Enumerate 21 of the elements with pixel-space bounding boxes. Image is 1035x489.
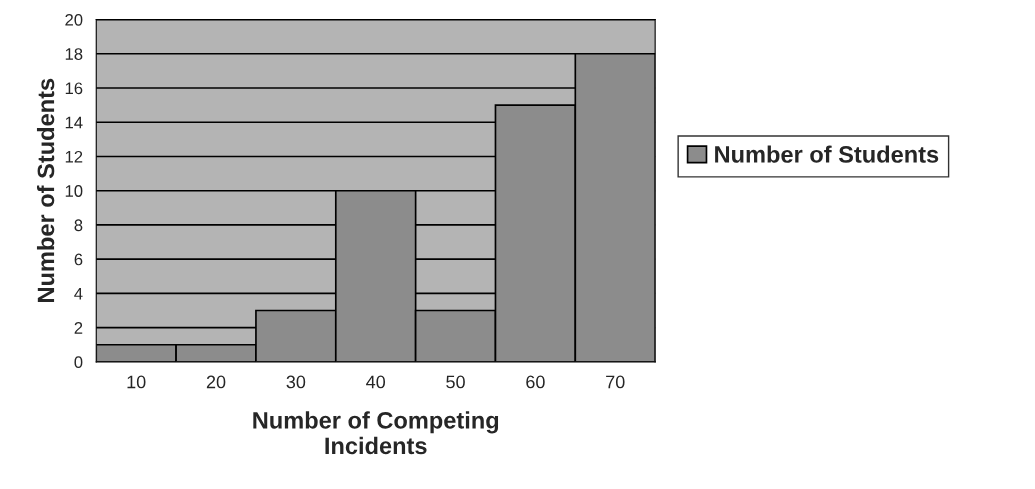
y-tick-label: 6 [74, 253, 83, 266]
x-tick-label: 10 [127, 375, 146, 389]
y-tick-label: 12 [65, 150, 83, 163]
x-tick-label: 70 [606, 375, 625, 389]
y-tick-label: 10 [65, 185, 83, 197]
y-tick-label: 8 [74, 219, 83, 232]
y-tick-label: 20 [65, 13, 83, 26]
x-axis-title: Number of Competing Incidents [253, 411, 499, 455]
y-axis-title: Number of Students [36, 78, 55, 302]
x-tick-label: 40 [366, 375, 386, 389]
legend-label: Number of Students [715, 145, 939, 163]
x-tick-label: 50 [446, 375, 465, 389]
y-tick-label: 0 [74, 356, 83, 369]
y-tick-label: 14 [65, 116, 83, 129]
x-tick-label: 60 [526, 375, 545, 389]
y-tick-label: 18 [65, 48, 83, 60]
y-tick-label: 4 [74, 287, 83, 300]
x-tick-label: 20 [206, 375, 226, 389]
y-tick-label: 2 [74, 322, 83, 334]
y-tick-label: 16 [65, 82, 83, 95]
x-tick-label: 30 [286, 375, 306, 389]
